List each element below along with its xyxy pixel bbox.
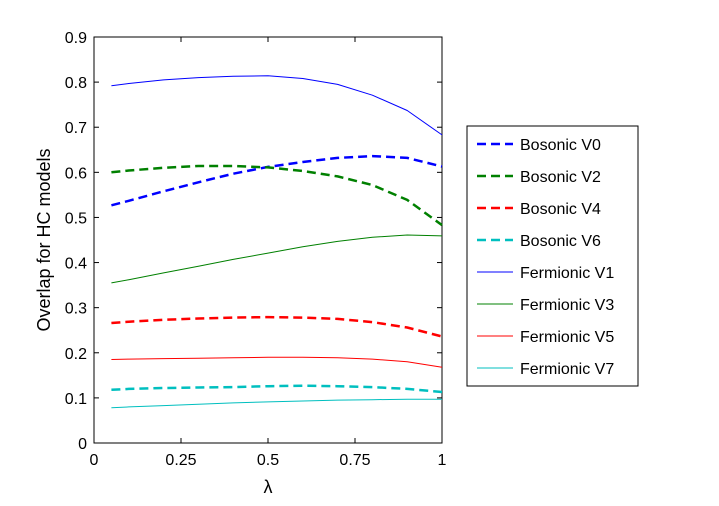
y-tick-label: 0.1 xyxy=(65,391,87,408)
y-tick-label: 0.7 xyxy=(65,120,87,137)
legend-label-bosonic-v4: Bosonic V4 xyxy=(520,201,601,218)
legend-label-fermionic-v3: Fermionic V3 xyxy=(520,297,614,314)
series-line-fermionic-v7 xyxy=(111,398,442,409)
series-layer xyxy=(111,75,443,409)
plot-area xyxy=(93,36,443,444)
x-tick-label: 0.75 xyxy=(339,452,370,469)
y-tick-label: 0 xyxy=(78,436,87,453)
y-axis-label: Overlap for HC models xyxy=(34,148,54,331)
x-tick-label: 0.25 xyxy=(165,452,196,469)
series-line-bosonic-v6 xyxy=(111,384,443,394)
series-line-bosonic-v2 xyxy=(111,164,443,227)
legend-box xyxy=(466,125,639,387)
legend-label-bosonic-v6: Bosonic V6 xyxy=(520,233,601,250)
legend-label-bosonic-v0: Bosonic V0 xyxy=(520,137,601,154)
legend-label-fermionic-v1: Fermionic V1 xyxy=(520,265,614,282)
legend-label-bosonic-v2: Bosonic V2 xyxy=(520,169,601,186)
series-line-fermionic-v5 xyxy=(111,356,443,368)
series-line-fermionic-v1 xyxy=(111,75,443,136)
ticks-layer: 0 0.25 0.5 0.75 1 0 0.1 0.2 0.3 0.4 0.5 0.6 0.7 0.8 0.… xyxy=(65,30,447,469)
y-tick-label: 0.2 xyxy=(65,346,87,363)
y-tick-label: 0.4 xyxy=(65,256,87,273)
x-tick-label: 0 xyxy=(90,452,99,469)
legend-label-fermionic-v7: Fermionic V7 xyxy=(520,361,614,378)
x-tick-label: 0.5 xyxy=(257,452,279,469)
legend-items: Bosonic V0 Bosonic V2 Bosonic V4 Bosonic V6… xyxy=(477,137,614,378)
series-line-fermionic-v3 xyxy=(111,234,443,284)
x-tick-label: 1 xyxy=(438,452,447,469)
y-tick-label: 0.5 xyxy=(65,210,87,227)
y-tick-label: 0.8 xyxy=(65,75,87,92)
x-axis-label: λ xyxy=(264,477,273,497)
legend: Bosonic V0 Bosonic V2 Bosonic V4 Bosonic V6… xyxy=(466,125,639,387)
y-tick-label: 0.6 xyxy=(65,165,87,182)
series-line-bosonic-v4 xyxy=(111,315,443,338)
y-tick-label: 0.9 xyxy=(65,30,87,47)
legend-label-fermionic-v5: Fermionic V5 xyxy=(520,329,614,346)
y-tick-label: 0.3 xyxy=(65,301,87,318)
